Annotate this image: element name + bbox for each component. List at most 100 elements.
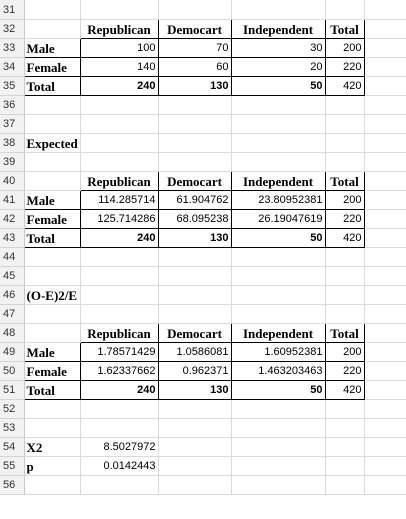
sheet-cell[interactable]: [158, 418, 232, 438]
sheet-cell[interactable]: [158, 114, 232, 134]
sheet-cell[interactable]: [24, 323, 81, 343]
value-cell[interactable]: 420: [324, 379, 365, 400]
sheet-cell[interactable]: [231, 418, 326, 438]
row-header[interactable]: 31: [0, 0, 25, 20]
value-cell[interactable]: 1.0586081: [157, 341, 232, 362]
sheet-cell[interactable]: [24, 114, 81, 134]
value-cell[interactable]: 30: [230, 37, 326, 58]
sheet-cell[interactable]: [231, 0, 326, 20]
sheet-cell[interactable]: [364, 361, 406, 381]
sheet-cell[interactable]: [24, 19, 81, 39]
row-header[interactable]: 39: [0, 152, 25, 172]
value-cell[interactable]: 60: [157, 56, 232, 77]
row-label-cell[interactable]: X2: [24, 437, 81, 457]
value-cell[interactable]: 100: [79, 37, 159, 58]
sheet-cell[interactable]: [24, 0, 81, 20]
sheet-cell[interactable]: [80, 0, 159, 20]
sheet-cell[interactable]: [364, 304, 406, 324]
row-header[interactable]: 40: [0, 171, 25, 191]
row-label-cell[interactable]: Total: [23, 75, 81, 96]
sheet-cell[interactable]: [80, 418, 159, 438]
total-value-cell[interactable]: 240: [79, 227, 159, 248]
row-label-cell[interactable]: Female: [23, 56, 81, 77]
sheet-cell[interactable]: [158, 0, 232, 20]
value-cell[interactable]: 68.095238: [157, 208, 232, 229]
sheet-cell[interactable]: [158, 475, 232, 495]
value-cell[interactable]: 220: [324, 56, 365, 77]
value-cell[interactable]: 1.463203463: [230, 360, 326, 381]
row-header[interactable]: 51: [0, 380, 25, 400]
sheet-cell[interactable]: [364, 190, 406, 210]
row-label-cell[interactable]: Male: [23, 189, 81, 210]
section-title[interactable]: Expected values: [24, 133, 81, 153]
value-cell[interactable]: 220: [324, 360, 365, 381]
sheet-cell[interactable]: [325, 399, 365, 419]
row-header[interactable]: 48: [0, 323, 25, 343]
column-header-cell[interactable]: Democart: [157, 322, 232, 343]
total-value-cell[interactable]: 130: [157, 379, 232, 400]
sheet-cell[interactable]: [325, 304, 365, 324]
sheet-cell[interactable]: [231, 437, 326, 457]
sheet-cell[interactable]: [325, 437, 365, 457]
total-value-cell[interactable]: 50: [230, 75, 326, 96]
value-cell[interactable]: 8.5027972: [80, 437, 159, 457]
sheet-cell[interactable]: [158, 95, 232, 115]
sheet-cell[interactable]: [158, 399, 232, 419]
row-header[interactable]: 32: [0, 19, 25, 39]
sheet-cell[interactable]: [231, 133, 326, 153]
sheet-cell[interactable]: [325, 114, 365, 134]
row-header[interactable]: 49: [0, 342, 25, 362]
sheet-cell[interactable]: [24, 95, 81, 115]
sheet-cell[interactable]: [364, 380, 406, 400]
sheet-cell[interactable]: [24, 304, 81, 324]
row-header[interactable]: 56: [0, 475, 25, 495]
column-header-cell[interactable]: Democart: [157, 18, 232, 39]
sheet-cell[interactable]: [325, 95, 365, 115]
row-label-cell[interactable]: Total: [23, 227, 81, 248]
sheet-cell[interactable]: [364, 456, 406, 476]
sheet-cell[interactable]: [364, 228, 406, 248]
sheet-cell[interactable]: [231, 247, 326, 267]
row-header[interactable]: 47: [0, 304, 25, 324]
sheet-cell[interactable]: [325, 0, 365, 20]
sheet-cell[interactable]: [364, 342, 406, 362]
sheet-cell[interactable]: [364, 133, 406, 153]
sheet-cell[interactable]: [158, 304, 232, 324]
row-header[interactable]: 42: [0, 209, 25, 229]
row-header[interactable]: 38: [0, 133, 25, 153]
sheet-cell[interactable]: [24, 418, 81, 438]
sheet-cell[interactable]: [325, 247, 365, 267]
total-value-cell[interactable]: 130: [157, 75, 232, 96]
sheet-cell[interactable]: [24, 266, 81, 286]
sheet-cell[interactable]: [80, 114, 159, 134]
sheet-cell[interactable]: [158, 456, 232, 476]
column-header-cell[interactable]: Independent: [230, 170, 326, 191]
column-header-cell[interactable]: Total: [324, 170, 365, 191]
value-cell[interactable]: 26.19047619: [230, 208, 326, 229]
row-header[interactable]: 37: [0, 114, 25, 134]
sheet-cell[interactable]: [364, 152, 406, 172]
sheet-cell[interactable]: [364, 76, 406, 96]
sheet-cell[interactable]: [231, 399, 326, 419]
sheet-cell[interactable]: [364, 19, 406, 39]
row-label-cell[interactable]: Male: [23, 341, 81, 362]
sheet-cell[interactable]: [231, 152, 326, 172]
value-cell[interactable]: 20: [230, 56, 326, 77]
sheet-cell[interactable]: [80, 95, 159, 115]
total-value-cell[interactable]: 240: [79, 379, 159, 400]
total-value-cell[interactable]: 130: [157, 227, 232, 248]
sheet-cell[interactable]: [364, 247, 406, 267]
sheet-cell[interactable]: [80, 399, 159, 419]
sheet-cell[interactable]: [158, 152, 232, 172]
column-header-cell[interactable]: Republican: [79, 322, 159, 343]
column-header-cell[interactable]: Democart: [157, 170, 232, 191]
row-label-cell[interactable]: Female: [23, 360, 81, 381]
sheet-cell[interactable]: [231, 456, 326, 476]
row-header[interactable]: 33: [0, 38, 25, 58]
value-cell[interactable]: 114.285714: [79, 189, 159, 210]
section-title[interactable]: (O-E)2/E: [24, 285, 81, 305]
sheet-cell[interactable]: [325, 152, 365, 172]
sheet-cell[interactable]: [158, 266, 232, 286]
total-value-cell[interactable]: 50: [230, 227, 326, 248]
row-header[interactable]: 55: [0, 456, 25, 476]
